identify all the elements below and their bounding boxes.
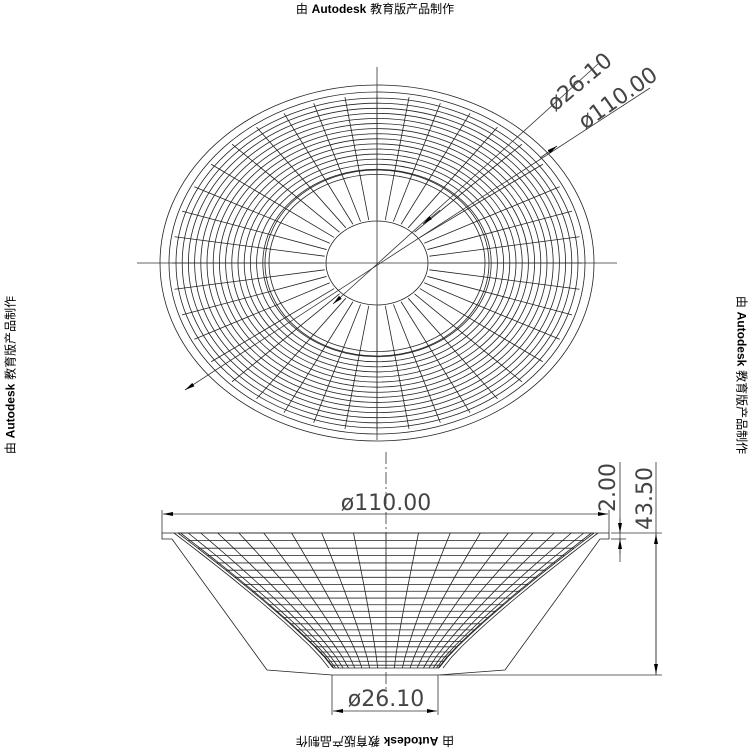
mesh-radial-line [429,236,580,257]
mesh-radial-line [419,288,544,363]
mesh-radial-line [400,301,471,413]
mesh-radial-line [429,269,580,290]
mesh-radial-line [256,126,347,229]
mesh-radial-line [384,96,410,221]
mesh-radial-line [231,293,340,383]
leader-inner-diameter [332,63,599,305]
mesh-radial-line [400,113,471,225]
arrow-outer [539,145,558,159]
inner-wall-curve [442,532,599,669]
mesh-meridian-line [436,532,585,669]
mesh-radial-line [210,163,335,238]
top-view-dimensions [137,63,651,440]
mesh-radial-line [256,297,347,400]
mesh-radial-line [407,126,498,229]
mesh-meridian-line [291,532,363,669]
mesh-radial-line [231,143,340,233]
mesh-radial-line [181,210,327,250]
mesh-radial-line [194,186,330,244]
mesh-radial-line [313,103,361,222]
mesh-meridian-line [353,532,379,669]
side-dim-bottom-diameter: ø26.10 [348,687,424,712]
mesh-radial-line [424,282,560,340]
mesh-meridian-line [432,532,572,669]
mesh-radial-line [414,293,523,383]
leader-outer-diameter [184,87,651,391]
bowl-outline [161,532,610,676]
mesh-radial-line [174,269,325,290]
mesh-meridian-line [428,532,555,669]
mesh-radial-line [393,103,441,222]
mesh-radial-line [344,96,370,221]
mesh-radial-line [419,163,544,238]
arrow-inner [422,209,441,225]
mesh-radial-line [174,236,325,257]
mesh-meridian-line [423,532,534,669]
inner-wall-curve [173,532,330,669]
mesh-meridian-line [402,532,451,669]
mesh-radial-line [407,297,498,400]
side-dim-total-height: 43.50 [633,467,658,530]
mesh-meridian-line [438,532,595,669]
watermark-suffix: 教育版产品制作 [366,2,455,16]
mesh-radial-line [427,210,573,250]
side-view-dimensions [161,452,662,715]
mesh-meridian-line [187,532,336,669]
mesh-meridian-line [217,532,344,669]
mesh-meridian-line [200,532,340,669]
side-dim-rim-height: 2.00 [596,463,621,512]
mesh-meridian-line [180,532,335,669]
mesh-meridian-line [238,532,349,669]
mesh-radial-line [194,282,330,340]
watermark-brand: Autodesk [311,2,367,16]
mesh-meridian-line [177,532,334,669]
mesh-radial-line [344,305,370,430]
mesh-meridian-line [321,532,370,669]
mesh-radial-line [283,113,354,225]
mesh-meridian-line [409,532,481,669]
mesh-meridian-line [263,532,356,669]
mesh-meridian-line [393,532,419,669]
side-dim-top-diameter: ø110.00 [341,491,431,516]
mesh-radial-line [424,186,560,244]
mesh-radial-line [181,276,327,316]
mesh-meridian-line [437,532,592,669]
mesh-radial-line [427,276,573,316]
mesh-radial-line [384,305,410,430]
watermark-top: 由 Autodesk 教育版产品制作 [296,0,454,17]
mesh-radial-line [210,288,335,363]
mesh-radial-line [414,143,523,233]
mesh-radial-line [283,301,354,413]
mesh-meridian-line [416,532,509,669]
side-view [161,532,610,676]
mesh-radial-line [393,304,441,423]
mesh-radial-line [313,304,361,423]
watermark-prefix: 由 [295,2,312,16]
